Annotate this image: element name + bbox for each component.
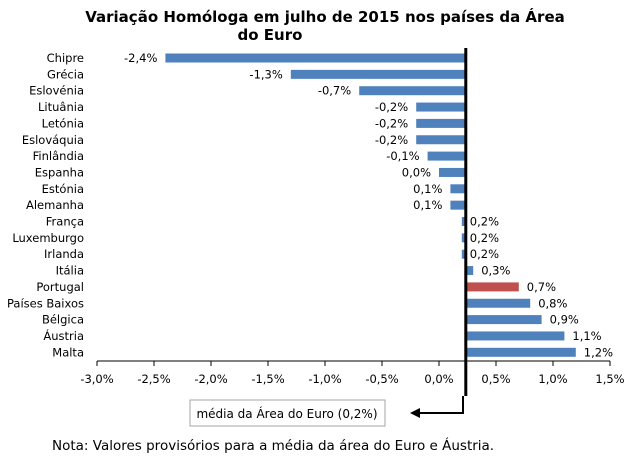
x-tick-label: -1,0% (308, 372, 341, 386)
value-label: 0,2% (470, 215, 499, 229)
category-label: Estónia (42, 182, 84, 196)
callout-text: média da Área do Euro (0,2%) (196, 406, 377, 421)
x-tick-label: -2,0% (194, 372, 227, 386)
callout-arrow-line (418, 396, 464, 414)
category-label: Bélgica (42, 313, 84, 327)
footnote: Nota: Valores provisórios para a média d… (52, 437, 494, 454)
category-label: Finlândia (33, 149, 84, 163)
category-label: Lituânia (38, 100, 84, 114)
bar (165, 53, 466, 63)
bar (465, 298, 531, 308)
value-label: 0,3% (481, 264, 510, 278)
category-label: Letónia (42, 116, 84, 130)
chart-title-line2: do Euro (238, 26, 303, 44)
value-label: -0,1% (386, 149, 419, 163)
category-label: Luxemburgo (12, 231, 84, 245)
category-label: Eslováquia (22, 133, 84, 147)
value-label: 0,7% (527, 280, 556, 294)
category-label: Portugal (36, 280, 84, 294)
bar (427, 151, 466, 161)
value-label: -0,2% (375, 100, 408, 114)
category-label: Itália (56, 264, 84, 278)
value-label: -0,2% (375, 133, 408, 147)
category-label: Chipre (47, 51, 84, 65)
value-label: 0,8% (538, 296, 567, 310)
value-label: 1,1% (572, 329, 601, 343)
bar (465, 266, 474, 276)
value-label: -2,4% (124, 51, 157, 65)
category-label: Eslovénia (29, 84, 84, 98)
bar (359, 86, 466, 96)
x-tick-label: 1,0% (538, 372, 567, 386)
x-tick-label: -3,0% (80, 372, 113, 386)
value-label: 0,0% (402, 165, 431, 179)
bar (439, 167, 466, 177)
bar (461, 233, 466, 243)
average-callout: média da Área do Euro (0,2%) (189, 396, 464, 427)
value-label: 0,2% (470, 231, 499, 245)
value-label: -1,3% (249, 67, 282, 81)
bar (465, 331, 565, 341)
category-label: França (46, 215, 84, 229)
bar (465, 347, 576, 357)
x-tick-label: 0,0% (424, 372, 453, 386)
x-tick-label: 1,5% (595, 372, 624, 386)
value-label: 1,2% (584, 345, 613, 359)
bar (461, 249, 466, 259)
bar (416, 118, 466, 128)
value-label: 0,1% (413, 198, 442, 212)
callout-box (189, 399, 386, 427)
bar (290, 69, 466, 79)
bar (416, 135, 466, 145)
category-label: Malta (52, 345, 84, 359)
callout-arrowhead (410, 408, 420, 418)
bar (465, 315, 542, 325)
x-tick-label: -2,5% (137, 372, 170, 386)
category-label: Alemanha (26, 198, 84, 212)
x-tick-label: -1,5% (251, 372, 284, 386)
category-label: Irlanda (44, 247, 84, 261)
category-label: Grécia (47, 67, 84, 81)
value-label: 0,2% (470, 247, 499, 261)
value-label: 0,1% (413, 182, 442, 196)
chart-title-line1: Variação Homóloga em julho de 2015 nos p… (85, 7, 565, 26)
category-label: Países Baixos (7, 296, 84, 310)
bar (461, 217, 466, 226)
bar (450, 184, 466, 194)
category-label: Espanha (35, 165, 84, 179)
value-label: 0,9% (550, 313, 579, 327)
bars-group: Chipre -2,4% Grécia -1,3% Eslovénia -0,7% Litu… (7, 48, 613, 396)
x-tick-label: -0,5% (365, 372, 398, 386)
x-tick-label: 0,5% (481, 372, 510, 386)
bar (416, 102, 466, 112)
bar (465, 282, 519, 292)
value-label: -0,2% (375, 116, 408, 130)
value-label: -0,7% (318, 84, 351, 98)
category-label: Áustria (43, 328, 84, 343)
bar (450, 200, 466, 210)
x-axis: -3,0% -2,5% -2,0% -1,5% -1,0% -0,5% 0,0% 0,5% 1,… (80, 360, 625, 386)
